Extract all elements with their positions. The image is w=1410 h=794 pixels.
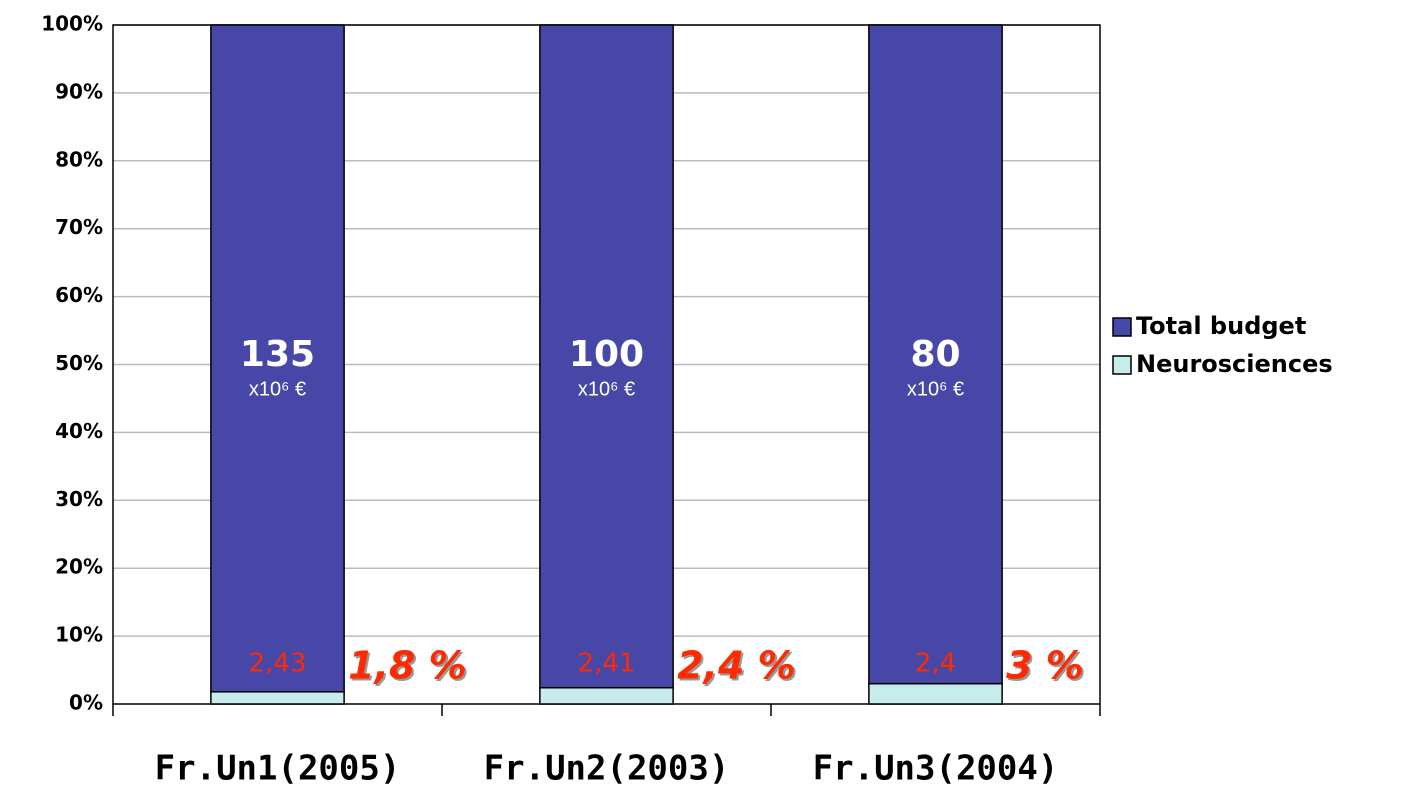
y-tick-label: 90%: [55, 79, 103, 103]
y-tick-label: 20%: [55, 555, 103, 579]
legend-swatch: [1112, 355, 1132, 375]
x-tick-label: Fr.Un3(2004): [813, 749, 1059, 789]
percent-label: 2,4 %: [677, 644, 796, 688]
neuro-amount: 2,43: [249, 649, 307, 679]
neuro-amount: 2,4: [915, 649, 956, 679]
bar-segment: [539, 686, 674, 705]
bar-segment: [210, 24, 345, 693]
budget-unit: x10⁶ €: [907, 378, 964, 400]
y-tick-label: 10%: [55, 623, 103, 647]
percent-label: 1,8 %: [348, 644, 467, 688]
bar-segment: [868, 24, 1003, 685]
y-tick-label: 80%: [55, 147, 103, 171]
neuro-amount: 2,41: [578, 649, 636, 679]
budget-unit: x10⁶ €: [249, 378, 306, 400]
legend-swatch: [1112, 317, 1132, 337]
y-tick-label: 50%: [55, 351, 103, 375]
legend-label: Total budget: [1136, 312, 1306, 340]
percent-label-shadow: 3 %: [1008, 646, 1086, 690]
y-tick-label: 70%: [55, 215, 103, 239]
budget-label: 100: [569, 334, 644, 375]
percent-label: 3 %: [1006, 644, 1084, 688]
percent-label-shadow: 2,4 %: [679, 646, 798, 690]
y-tick-label: 100%: [41, 12, 103, 36]
percent-label-shadow: 1,8 %: [350, 646, 469, 690]
legend-label: Neurosciences: [1136, 350, 1333, 378]
y-tick-label: 40%: [55, 419, 103, 443]
x-tick-label: Fr.Un2(2003): [484, 749, 730, 789]
y-tick-label: 60%: [55, 283, 103, 307]
bar-segment: [539, 24, 674, 689]
y-tick-label: 0%: [69, 691, 103, 715]
x-tick-label: Fr.Un1(2005): [155, 749, 401, 789]
bar-segment: [868, 682, 1003, 705]
budget-unit: x10⁶ €: [578, 378, 635, 400]
budget-label: 135: [240, 334, 315, 375]
bar-segment: [210, 691, 345, 705]
y-tick-label: 30%: [55, 487, 103, 511]
budget-label: 80: [910, 334, 960, 375]
